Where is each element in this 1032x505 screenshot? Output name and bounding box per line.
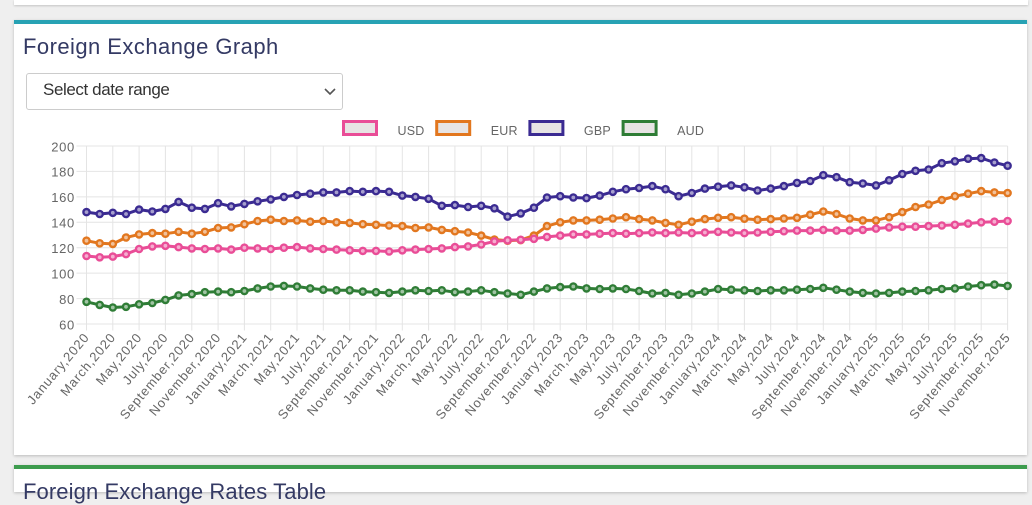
- svg-text:120: 120: [51, 241, 75, 256]
- svg-text:60: 60: [59, 317, 75, 332]
- svg-text:200: 200: [51, 139, 75, 154]
- svg-text:160: 160: [51, 190, 75, 205]
- svg-text:80: 80: [59, 292, 75, 307]
- svg-text:180: 180: [51, 165, 75, 180]
- svg-text:USD: USD: [398, 124, 425, 138]
- svg-text:140: 140: [51, 216, 75, 231]
- svg-text:AUD: AUD: [677, 124, 704, 138]
- svg-text:GBP: GBP: [584, 124, 611, 138]
- svg-text:100: 100: [51, 266, 75, 281]
- svg-text:EUR: EUR: [491, 124, 518, 138]
